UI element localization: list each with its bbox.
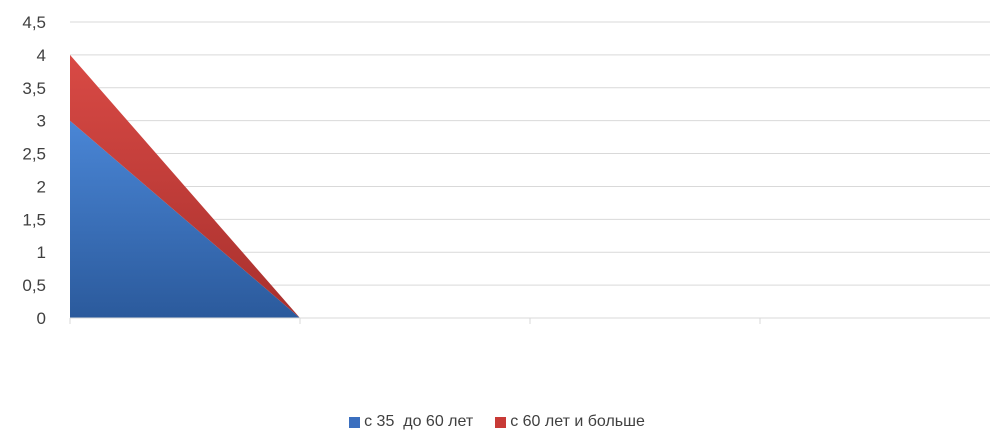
legend-label-60-plus: с 60 лет и больше xyxy=(510,413,645,430)
y-tick-label-5: 2,5 xyxy=(22,145,46,164)
area-series-0 xyxy=(70,120,300,318)
x-axis xyxy=(69,317,990,324)
y-tick-label-8: 4 xyxy=(37,46,46,65)
y-tick-label-2: 1 xyxy=(37,243,46,262)
legend-swatch-35-60 xyxy=(349,416,361,428)
legend-swatch-60-plus xyxy=(495,416,507,428)
y-tick-label-7: 3,5 xyxy=(22,79,46,98)
y-tick-label-0: 0 xyxy=(37,309,46,328)
y-tick-label-1: 0,5 xyxy=(22,276,46,295)
y-tick-label-9: 4,5 xyxy=(22,13,46,32)
legend-label-35-60: с 35 до 60 лет xyxy=(364,413,474,430)
y-tick-label-6: 3 xyxy=(37,112,46,131)
legend: с 35 до 60 лет с 60 лет и больше xyxy=(0,412,994,432)
y-axis: 0 0,5 1 1,5 2 2,5 3 3,5 4 4,5 xyxy=(22,13,46,328)
legend-item-60-plus: с 60 лет и больше xyxy=(495,413,645,431)
area-series-1 xyxy=(70,54,300,319)
y-tick-label-3: 1,5 xyxy=(22,210,46,229)
y-tick-label-4: 2 xyxy=(37,177,46,196)
legend-item-35-60: с 35 до 60 лет xyxy=(349,413,473,431)
series-areas xyxy=(70,54,300,319)
